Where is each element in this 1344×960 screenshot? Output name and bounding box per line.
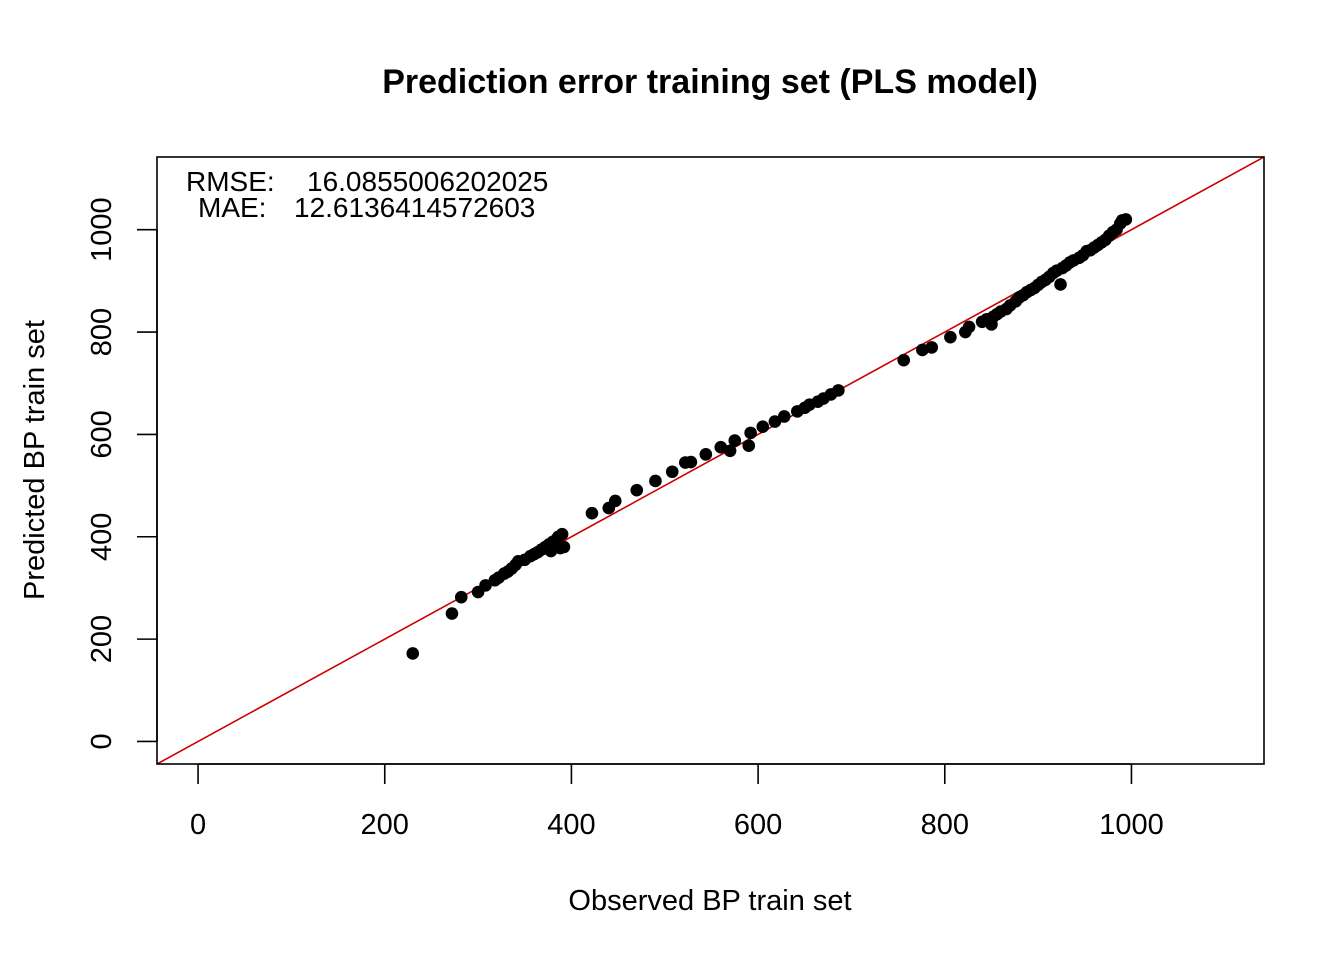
data-point	[665, 465, 679, 479]
y-tick-label: 600	[86, 410, 118, 458]
data-point	[742, 439, 756, 452]
data-point	[744, 426, 757, 440]
data-point	[454, 590, 468, 604]
x-tick-label: 1000	[1099, 809, 1164, 841]
data-point	[944, 330, 957, 344]
y-tick-label: 200	[86, 615, 118, 663]
x-axis-label: Observed BP train set	[568, 885, 851, 917]
data-point	[630, 483, 644, 497]
data-point	[1119, 213, 1133, 226]
rmse-value: 16.0855006202025	[307, 166, 548, 197]
y-tick-label: 0	[86, 733, 118, 749]
data-point	[557, 540, 571, 554]
x-tick-label: 400	[547, 809, 595, 841]
x-tick-label: 200	[361, 809, 409, 841]
data-point	[585, 506, 599, 520]
data-point	[649, 474, 662, 488]
chart-title: Prediction error training set (PLS model…	[382, 63, 1038, 101]
data-point	[406, 647, 420, 660]
y-tick-label: 1000	[86, 197, 118, 262]
y-axis-label: Predicted BP train set	[19, 320, 51, 600]
mae-value: 12.6136414572603	[294, 192, 535, 223]
data-point	[768, 415, 782, 428]
data-point	[897, 353, 911, 367]
y-axis: 0 200 400 600 800 1000	[86, 197, 158, 750]
data-point	[728, 434, 742, 447]
x-tick-label: 600	[734, 809, 782, 841]
data-point	[962, 320, 976, 334]
data-point	[608, 494, 622, 508]
data-point	[555, 527, 569, 541]
data-point	[445, 607, 459, 620]
data-point	[479, 579, 492, 592]
metrics-annotation: RMSE: 16.0855006202025 MAE: 12.613641457…	[186, 166, 548, 223]
data-point	[777, 410, 791, 423]
mae-label: MAE:	[198, 192, 266, 223]
y-tick-label: 800	[86, 308, 118, 356]
data-point	[832, 384, 845, 397]
data-point	[756, 420, 770, 434]
data-point	[684, 455, 698, 469]
data-point	[723, 444, 737, 458]
data-point	[699, 448, 713, 461]
x-tick-label: 800	[921, 809, 969, 841]
data-point	[1054, 278, 1067, 291]
data-points-layer	[406, 213, 1133, 660]
x-tick-label: 0	[190, 809, 206, 841]
rmse-label: RMSE:	[186, 166, 275, 197]
y-tick-label: 400	[86, 513, 118, 561]
x-axis: 0 200 400 600 800 1000	[190, 763, 1164, 841]
data-point	[925, 341, 939, 354]
